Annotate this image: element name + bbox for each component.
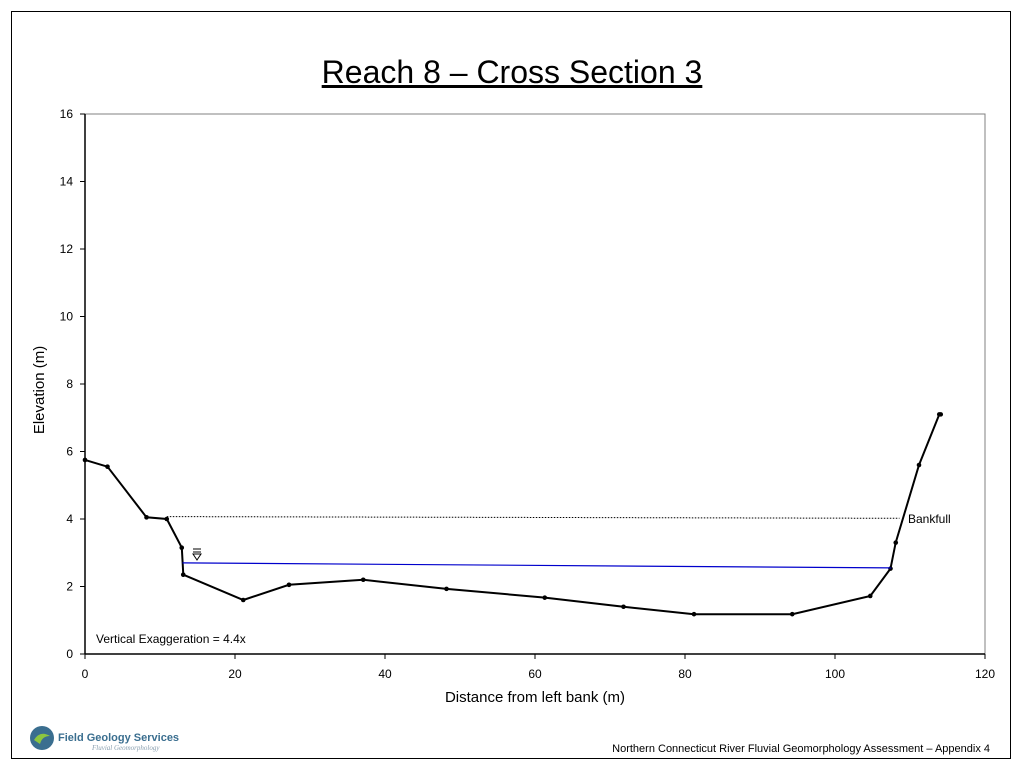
logo-subtext: Fluvial Geomorphology	[92, 744, 160, 752]
bankfull-line	[166, 516, 900, 519]
series-group	[82, 412, 944, 617]
water-surface-icon	[192, 548, 202, 561]
y-tick-label: 2	[66, 580, 73, 594]
y-axis-label: Elevation (m)	[31, 346, 48, 434]
x-tick-label: 120	[975, 667, 995, 681]
ground-point	[916, 462, 922, 468]
y-tick-label: 12	[60, 242, 74, 256]
ground-point	[82, 457, 88, 463]
ground-point	[240, 597, 246, 603]
ground-point	[360, 577, 366, 583]
logo	[28, 724, 178, 754]
x-tick-label: 40	[378, 667, 392, 681]
ground-point	[888, 566, 893, 571]
x-tick-label: 60	[528, 667, 542, 681]
slide-footer: Northern Connecticut River Fluvial Geomo…	[612, 743, 990, 755]
ground-point	[105, 464, 110, 469]
ground-point	[542, 595, 548, 600]
ground-point	[938, 412, 944, 417]
ground-point	[691, 611, 697, 617]
plot-area	[84, 113, 986, 655]
y-tick-label: 0	[66, 647, 73, 661]
x-tick-label: 20	[228, 667, 242, 681]
vertical-exaggeration-label: Vertical Exaggeration = 4.4x	[96, 632, 246, 646]
ground-point	[444, 586, 449, 592]
y-tick-label: 4	[66, 512, 73, 526]
ground-point	[179, 545, 185, 550]
y-tick-label: 14	[60, 175, 74, 189]
x-axis-label: Distance from left bank (m)	[445, 689, 625, 706]
x-tick-label: 0	[82, 667, 89, 681]
ground-point	[180, 572, 186, 577]
y-tick-label: 10	[60, 310, 74, 324]
y-tick-label: 8	[66, 377, 73, 391]
slide-frame: Reach 8 – Cross Section 3	[11, 11, 1011, 759]
ground-point	[286, 582, 292, 588]
ground-point	[893, 540, 899, 545]
x-tick-label: 80	[678, 667, 692, 681]
ground-point	[867, 593, 873, 599]
river-swirl-icon	[30, 726, 54, 750]
ground-point	[164, 516, 170, 522]
y-tick-label: 6	[66, 445, 73, 459]
slide-title: Reach 8 – Cross Section 3	[321, 54, 703, 90]
ground-point	[144, 515, 149, 520]
logo-text: Field Geology Services	[58, 732, 180, 744]
ground-point	[789, 611, 795, 617]
ground-profile-line	[84, 413, 941, 616]
ground-point	[621, 604, 626, 610]
axes: 0 2 4 6 8 10 12 14 16 0 20 40 60 80 100 120	[60, 107, 996, 681]
x-tick-label: 100	[825, 667, 845, 681]
y-tick-label: 16	[60, 107, 74, 121]
water-surface-line	[182, 562, 892, 569]
bankfull-label: Bankfull	[908, 512, 951, 526]
